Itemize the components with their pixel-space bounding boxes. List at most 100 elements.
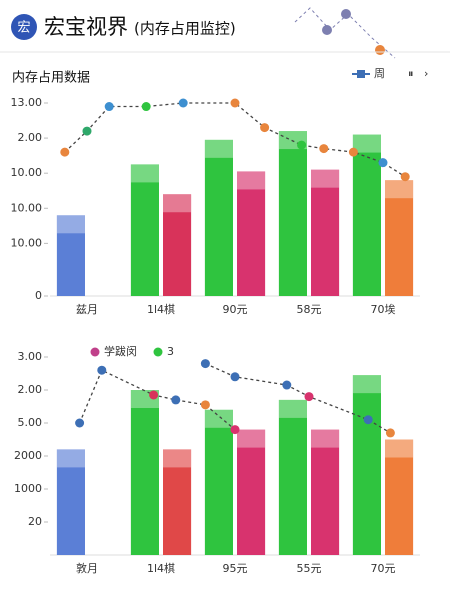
line-point <box>60 147 70 157</box>
icon[interactable]: ⏸ <box>408 67 414 80</box>
decoration <box>294 7 396 59</box>
decoration <box>341 9 351 19</box>
bar-highlight <box>385 180 414 199</box>
bar <box>204 139 233 296</box>
line-point <box>230 425 240 435</box>
bar <box>163 194 192 296</box>
line-point <box>141 102 151 112</box>
bar <box>352 134 381 296</box>
line-point <box>260 123 270 133</box>
bar-highlight <box>311 429 340 448</box>
y-tick-label: 0 <box>35 289 42 302</box>
line-point <box>348 147 358 157</box>
bar-highlight <box>204 409 233 428</box>
x-tick-label: 95元 <box>223 562 248 575</box>
y-tick-label: 2000 <box>14 449 42 462</box>
x-tick-label: 1l4棋 <box>147 302 175 316</box>
line-point <box>363 415 373 425</box>
line-point <box>149 390 159 400</box>
bar <box>311 429 340 555</box>
line-point <box>230 372 240 382</box>
legend-swatch <box>90 347 100 357</box>
bar <box>56 449 85 555</box>
bar-highlight <box>352 134 381 153</box>
chart-title: 内存占用数据 <box>12 70 90 86</box>
bar <box>385 439 414 555</box>
bar-highlight <box>311 169 340 188</box>
bar <box>385 180 414 296</box>
line-point <box>282 380 292 390</box>
legend-swatch <box>153 347 163 357</box>
bar <box>237 429 266 555</box>
legend-label: 3 <box>167 345 174 358</box>
bar-highlight <box>163 449 192 468</box>
icon[interactable]: › <box>424 67 428 80</box>
line-point <box>97 365 107 375</box>
y-tick-label: 2.00 <box>18 131 43 144</box>
badge-text: 宏 <box>17 21 30 36</box>
bar-highlight <box>163 194 192 213</box>
bar <box>204 409 233 555</box>
y-tick-label: 2.00 <box>18 383 43 396</box>
y-tick-label: 13.00 <box>11 96 43 109</box>
line-point <box>297 140 307 150</box>
decoration <box>322 25 332 35</box>
y-tick-label: 20 <box>28 515 42 528</box>
bar-highlight <box>352 375 381 394</box>
bar <box>311 169 340 296</box>
y-tick-label: 1000 <box>14 482 42 495</box>
x-tick-label: 兹月 <box>76 303 98 316</box>
legend-label: 周 <box>374 67 385 80</box>
y-tick-label: 10.00 <box>11 201 43 214</box>
x-tick-label: 70元 <box>371 562 396 575</box>
y-tick-label: 5.00 <box>18 416 43 429</box>
bar-highlight <box>56 215 85 234</box>
bar-highlight <box>204 139 233 158</box>
line-point <box>304 392 314 402</box>
line <box>64 102 406 178</box>
bar-highlight <box>237 171 266 190</box>
x-tick-label: 58元 <box>297 303 322 316</box>
decoration <box>375 45 385 55</box>
line-point <box>319 144 329 154</box>
app-subtitle: (内存占用监控) <box>134 20 236 38</box>
bar-highlight <box>130 164 159 183</box>
bar-highlight <box>237 429 266 448</box>
y-tick-label: 10.00 <box>11 166 43 179</box>
badge <box>11 14 37 40</box>
legend-label: 学跋闵 <box>104 344 137 358</box>
legend-swatch <box>357 70 365 78</box>
line-point <box>82 126 92 136</box>
line-point <box>378 158 388 168</box>
y-tick-label: 3.00 <box>18 350 43 363</box>
line-point <box>178 98 188 108</box>
line-point <box>230 98 240 108</box>
bar <box>130 164 159 296</box>
line-point <box>104 102 114 112</box>
x-tick-label: 55元 <box>297 562 322 575</box>
line-point <box>171 395 181 405</box>
x-tick-label: 90元 <box>223 303 248 316</box>
bar <box>278 131 307 296</box>
y-tick-label: 10.00 <box>11 236 43 249</box>
x-tick-label: 1l4棋 <box>147 561 175 575</box>
x-tick-label: 敦月 <box>76 561 98 575</box>
bar-highlight <box>56 449 85 468</box>
bar <box>163 449 192 555</box>
line <box>79 363 391 434</box>
bar <box>237 171 266 296</box>
x-tick-label: 70埃 <box>371 302 396 316</box>
bar <box>278 399 307 555</box>
bar-highlight <box>385 439 414 458</box>
bar <box>130 390 159 555</box>
line-point <box>385 428 395 438</box>
line-point <box>200 400 210 410</box>
bar <box>56 215 85 296</box>
line-point <box>75 418 85 428</box>
bar <box>352 375 381 555</box>
app-title: 宏宝视界 <box>44 15 128 39</box>
line-point <box>400 172 410 182</box>
line-point <box>200 359 210 369</box>
